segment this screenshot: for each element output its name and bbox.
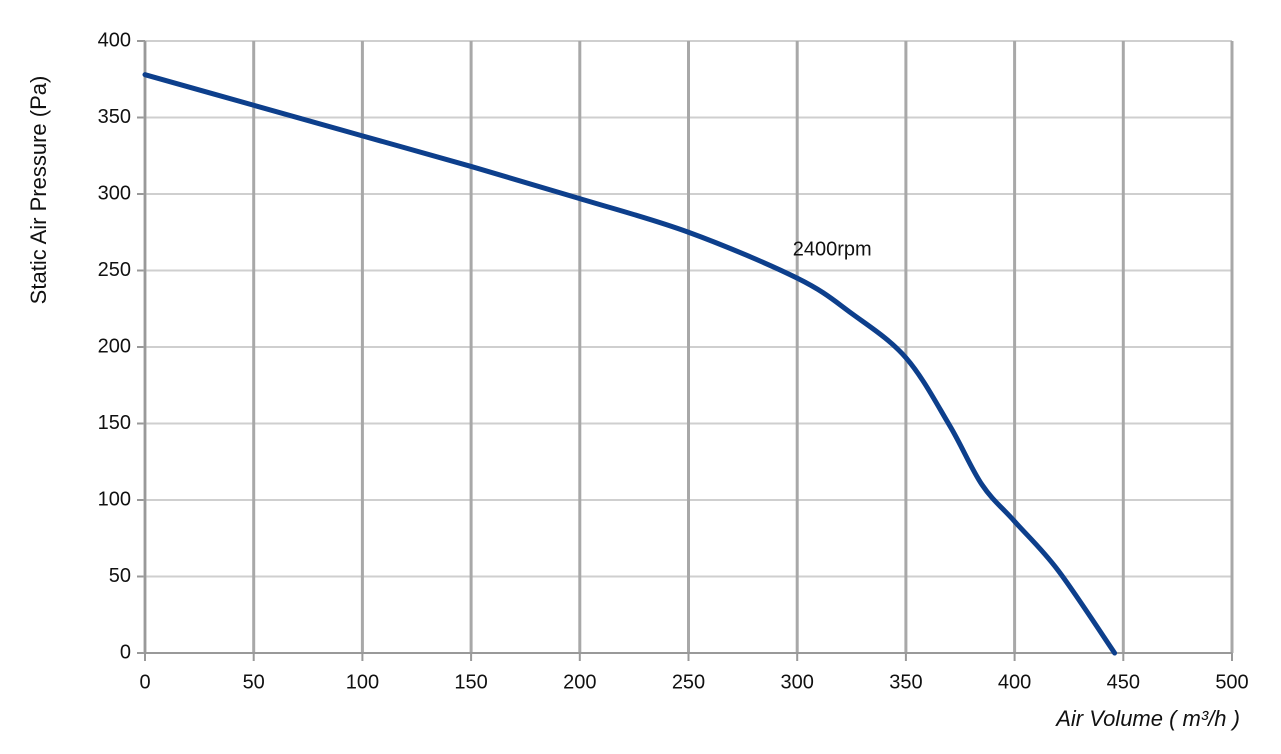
y-tick-label: 100 (98, 488, 131, 510)
y-tick-label: 350 (98, 106, 131, 128)
y-tick-label: 250 (98, 259, 131, 281)
y-tick-label: 50 (109, 565, 131, 587)
y-tick-label: 400 (98, 29, 131, 51)
x-tick-label: 50 (243, 671, 265, 693)
series-label: 2400rpm (793, 238, 872, 260)
x-tick-label: 250 (672, 671, 705, 693)
x-tick-label: 0 (139, 671, 150, 693)
y-tick-label: 200 (98, 335, 131, 357)
x-tick-label: 400 (998, 671, 1031, 693)
y-tick-label: 300 (98, 182, 131, 204)
x-tick-label: 150 (454, 671, 487, 693)
y-tick-label: 150 (98, 412, 131, 434)
y-tick-label: 0 (120, 641, 131, 663)
x-tick-label: 200 (563, 671, 596, 693)
x-tick-label: 450 (1107, 671, 1140, 693)
x-tick-label: 300 (781, 671, 814, 693)
y-axis-title: Static Air Pressure (Pa) (26, 76, 51, 305)
line (142, 72, 1118, 656)
x-axis-title: Air Volume ( m³/h ) (1054, 706, 1240, 731)
x-tick-label: 100 (346, 671, 379, 693)
x-tick-label: 350 (889, 671, 922, 693)
x-tick-label: 500 (1215, 671, 1248, 693)
